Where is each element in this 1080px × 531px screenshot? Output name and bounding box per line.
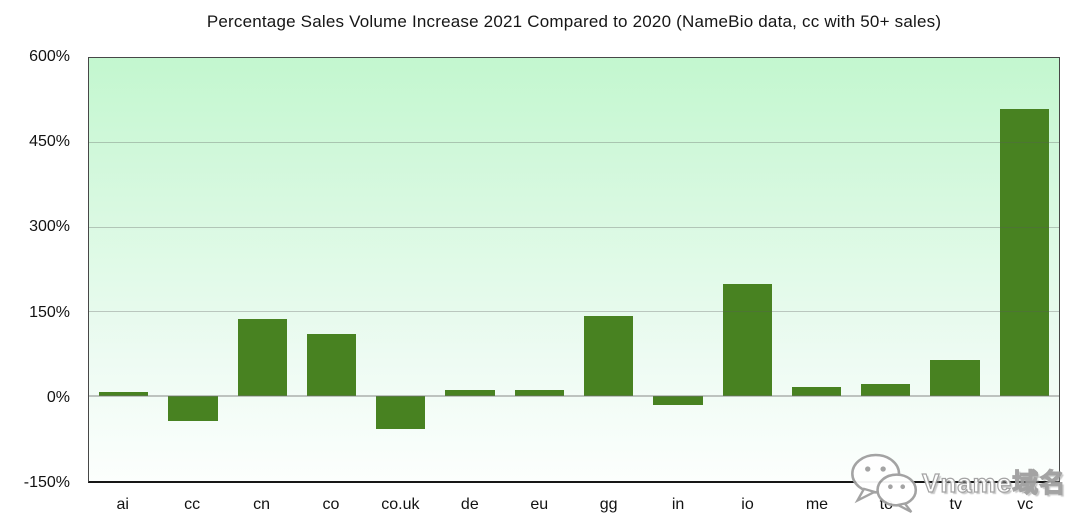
bar-vc — [999, 108, 1049, 397]
gridline-450 — [89, 142, 1059, 144]
bar-co.uk — [376, 396, 426, 429]
bar-in — [653, 396, 703, 405]
plot-area — [88, 57, 1060, 483]
watermark: Vname域名 — [850, 452, 1066, 514]
x-tick-label-ai: ai — [116, 496, 129, 513]
gridline-300 — [89, 226, 1059, 228]
gridline-0 — [89, 395, 1059, 398]
x-tick-label-cn: cn — [253, 496, 270, 513]
bar-cn — [237, 319, 287, 397]
bar-de — [445, 389, 495, 397]
bar-to — [861, 383, 911, 397]
x-tick-label-eu: eu — [530, 496, 549, 513]
chart-title: Percentage Sales Volume Increase 2021 Co… — [206, 12, 942, 31]
wechat-icon — [851, 453, 918, 513]
x-tick-label-me: me — [805, 496, 829, 513]
y-tick-label--150: -150% — [23, 474, 70, 491]
bar-io — [722, 283, 772, 397]
y-tick-label-450: 450% — [29, 133, 70, 151]
bar-ai — [99, 391, 149, 397]
x-tick-label-de: de — [460, 496, 479, 513]
x-tick-label-tv: tv — [949, 496, 962, 513]
x-tick-label-cc: cc — [184, 496, 201, 513]
x-tick-label-vc: vc — [1017, 496, 1034, 513]
bar-me — [791, 386, 842, 397]
bar-co — [306, 334, 357, 397]
bar-gg — [584, 315, 634, 397]
x-tick-label-co: co — [322, 496, 340, 513]
y-tick-label-150: 150% — [29, 303, 70, 321]
bar-eu — [514, 390, 564, 397]
gridline-150 — [89, 311, 1059, 313]
y-tick-label-300: 300% — [29, 218, 70, 236]
y-tick-label-600: 600% — [29, 48, 70, 65]
x-tick-label-io: io — [741, 496, 754, 513]
bar-cc — [168, 396, 218, 422]
y-tick-label-0: 0% — [46, 388, 70, 406]
y-axis-labels: 600% 450% 300% 150% 0% -150% — [0, 48, 70, 491]
x-tick-label-co.uk: co.uk — [381, 496, 420, 513]
x-tick-label-gg: gg — [599, 496, 618, 513]
x-axis-labels: ai cc cn co co.uk de eu gg in io me to tv vc — [88, 496, 1060, 514]
bar-tv — [930, 359, 980, 397]
watermark-text: Vname域名 — [921, 468, 1067, 498]
x-tick-label-in: in — [671, 496, 685, 513]
